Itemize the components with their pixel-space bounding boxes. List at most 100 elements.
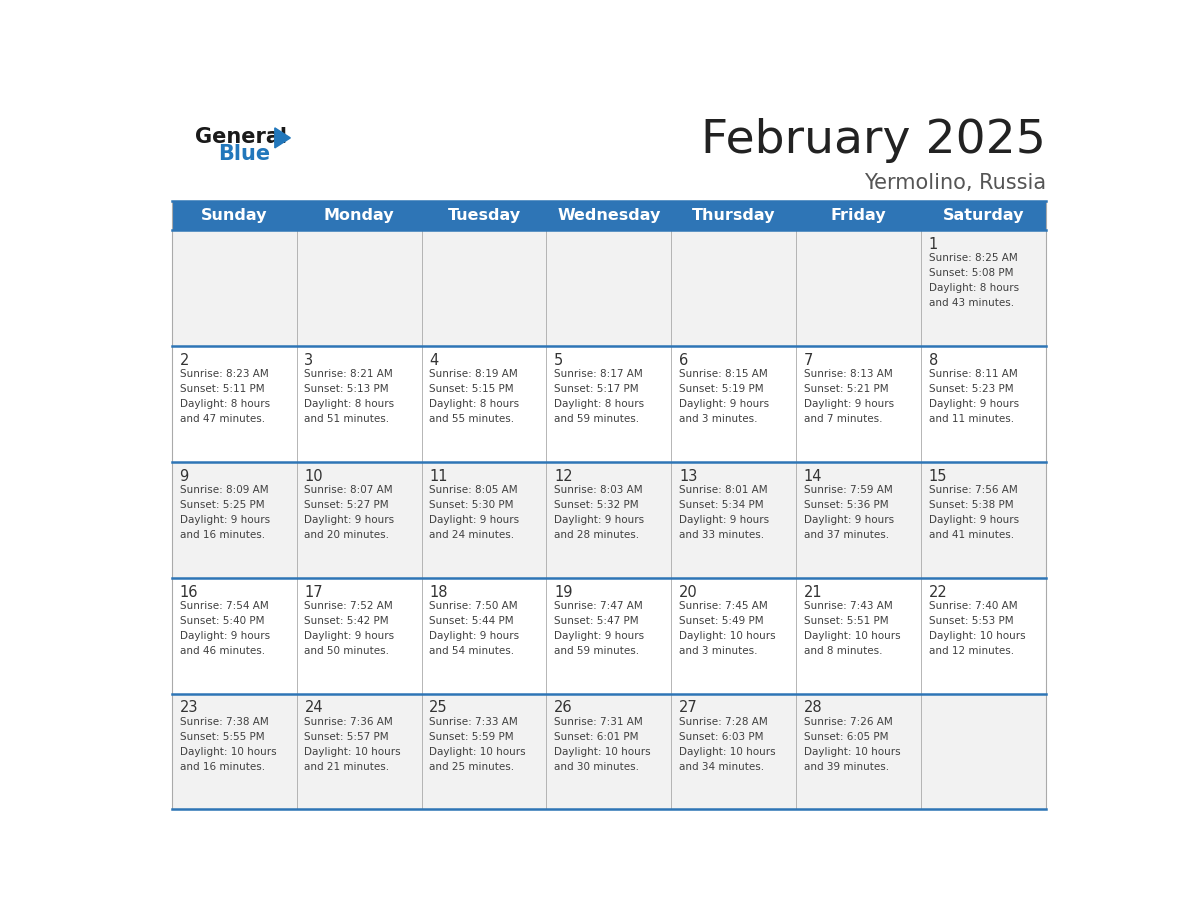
Text: 27: 27 [680, 700, 697, 715]
Text: and 16 minutes.: and 16 minutes. [179, 530, 265, 540]
Text: Sunrise: 8:15 AM: Sunrise: 8:15 AM [680, 369, 767, 379]
Text: and 20 minutes.: and 20 minutes. [304, 530, 390, 540]
Text: 12: 12 [554, 469, 573, 484]
Text: Daylight: 8 hours: Daylight: 8 hours [179, 399, 270, 409]
Text: 24: 24 [304, 700, 323, 715]
Text: and 3 minutes.: and 3 minutes. [680, 646, 758, 655]
Text: Daylight: 9 hours: Daylight: 9 hours [804, 515, 895, 525]
Text: Sunrise: 8:03 AM: Sunrise: 8:03 AM [554, 485, 643, 495]
Text: 13: 13 [680, 469, 697, 484]
Text: Sunrise: 8:17 AM: Sunrise: 8:17 AM [554, 369, 643, 379]
Text: Sunset: 5:36 PM: Sunset: 5:36 PM [804, 500, 889, 510]
Text: Daylight: 8 hours: Daylight: 8 hours [554, 399, 644, 409]
Text: Thursday: Thursday [691, 208, 776, 223]
Text: Sunrise: 7:38 AM: Sunrise: 7:38 AM [179, 717, 268, 727]
Text: Sunset: 5:51 PM: Sunset: 5:51 PM [804, 616, 889, 626]
Text: February 2025: February 2025 [701, 118, 1045, 162]
Text: Tuesday: Tuesday [448, 208, 520, 223]
Text: 4: 4 [429, 353, 438, 368]
Text: Sunrise: 7:33 AM: Sunrise: 7:33 AM [429, 717, 518, 727]
Text: Sunset: 5:55 PM: Sunset: 5:55 PM [179, 732, 264, 742]
Text: Sunset: 5:59 PM: Sunset: 5:59 PM [429, 732, 514, 742]
Text: Sunset: 6:03 PM: Sunset: 6:03 PM [680, 732, 764, 742]
Text: Sunset: 5:17 PM: Sunset: 5:17 PM [554, 385, 639, 394]
Text: 11: 11 [429, 469, 448, 484]
Text: and 16 minutes.: and 16 minutes. [179, 762, 265, 772]
Text: 8: 8 [929, 353, 939, 368]
Text: 23: 23 [179, 700, 198, 715]
Text: 1: 1 [929, 237, 939, 252]
Text: and 55 minutes.: and 55 minutes. [429, 414, 514, 424]
Text: Sunset: 5:40 PM: Sunset: 5:40 PM [179, 616, 264, 626]
Text: Sunset: 5:11 PM: Sunset: 5:11 PM [179, 385, 264, 394]
Text: and 30 minutes.: and 30 minutes. [554, 762, 639, 772]
Text: Sunrise: 7:45 AM: Sunrise: 7:45 AM [680, 600, 767, 610]
Text: 6: 6 [680, 353, 688, 368]
Text: and 54 minutes.: and 54 minutes. [429, 646, 514, 655]
Text: and 12 minutes.: and 12 minutes. [929, 646, 1013, 655]
Text: Sunrise: 7:52 AM: Sunrise: 7:52 AM [304, 600, 393, 610]
Text: Sunrise: 8:13 AM: Sunrise: 8:13 AM [804, 369, 892, 379]
Text: Daylight: 10 hours: Daylight: 10 hours [804, 746, 901, 756]
Text: Sunrise: 8:23 AM: Sunrise: 8:23 AM [179, 369, 268, 379]
Text: and 21 minutes.: and 21 minutes. [304, 762, 390, 772]
Bar [172, 346, 1045, 462]
Text: Sunrise: 8:07 AM: Sunrise: 8:07 AM [304, 485, 393, 495]
Text: Sunset: 5:30 PM: Sunset: 5:30 PM [429, 500, 513, 510]
Text: Sunset: 6:01 PM: Sunset: 6:01 PM [554, 732, 639, 742]
Text: Daylight: 9 hours: Daylight: 9 hours [179, 631, 270, 641]
Text: 10: 10 [304, 469, 323, 484]
Text: 14: 14 [804, 469, 822, 484]
Text: Sunset: 5:19 PM: Sunset: 5:19 PM [680, 385, 764, 394]
Text: Sunset: 5:44 PM: Sunset: 5:44 PM [429, 616, 514, 626]
Text: Daylight: 8 hours: Daylight: 8 hours [429, 399, 519, 409]
Text: 7: 7 [804, 353, 814, 368]
Text: Sunrise: 7:54 AM: Sunrise: 7:54 AM [179, 600, 268, 610]
Polygon shape [274, 128, 290, 148]
Text: and 37 minutes.: and 37 minutes. [804, 530, 889, 540]
Text: and 47 minutes.: and 47 minutes. [179, 414, 265, 424]
Text: and 59 minutes.: and 59 minutes. [554, 414, 639, 424]
Text: and 24 minutes.: and 24 minutes. [429, 530, 514, 540]
Text: Sunrise: 7:28 AM: Sunrise: 7:28 AM [680, 717, 767, 727]
Text: Daylight: 10 hours: Daylight: 10 hours [929, 631, 1025, 641]
Text: Daylight: 10 hours: Daylight: 10 hours [429, 746, 526, 756]
Text: 9: 9 [179, 469, 189, 484]
Text: and 34 minutes.: and 34 minutes. [680, 762, 764, 772]
Text: 21: 21 [804, 585, 822, 599]
Text: and 7 minutes.: and 7 minutes. [804, 414, 883, 424]
Text: Sunset: 5:21 PM: Sunset: 5:21 PM [804, 385, 889, 394]
Bar [172, 201, 1045, 230]
Text: Sunrise: 7:43 AM: Sunrise: 7:43 AM [804, 600, 892, 610]
Text: Sunset: 5:57 PM: Sunset: 5:57 PM [304, 732, 388, 742]
Text: and 51 minutes.: and 51 minutes. [304, 414, 390, 424]
Text: Sunrise: 7:56 AM: Sunrise: 7:56 AM [929, 485, 1018, 495]
Text: Sunrise: 8:09 AM: Sunrise: 8:09 AM [179, 485, 268, 495]
Text: Daylight: 8 hours: Daylight: 8 hours [929, 284, 1019, 294]
Text: 25: 25 [429, 700, 448, 715]
Text: and 33 minutes.: and 33 minutes. [680, 530, 764, 540]
Text: 26: 26 [554, 700, 573, 715]
Text: Sunday: Sunday [201, 208, 267, 223]
Text: Daylight: 9 hours: Daylight: 9 hours [429, 515, 519, 525]
Text: Sunset: 5:47 PM: Sunset: 5:47 PM [554, 616, 639, 626]
Text: Sunrise: 7:26 AM: Sunrise: 7:26 AM [804, 717, 892, 727]
Text: Sunset: 6:05 PM: Sunset: 6:05 PM [804, 732, 889, 742]
Text: Sunrise: 7:31 AM: Sunrise: 7:31 AM [554, 717, 643, 727]
Text: Daylight: 10 hours: Daylight: 10 hours [680, 746, 776, 756]
Text: Daylight: 9 hours: Daylight: 9 hours [304, 631, 394, 641]
Text: Sunrise: 8:05 AM: Sunrise: 8:05 AM [429, 485, 518, 495]
Text: 2: 2 [179, 353, 189, 368]
Text: Daylight: 10 hours: Daylight: 10 hours [179, 746, 276, 756]
Text: Sunset: 5:34 PM: Sunset: 5:34 PM [680, 500, 764, 510]
Text: 19: 19 [554, 585, 573, 599]
Text: Sunset: 5:23 PM: Sunset: 5:23 PM [929, 385, 1013, 394]
Text: 28: 28 [804, 700, 822, 715]
Text: General: General [195, 127, 287, 147]
Text: and 46 minutes.: and 46 minutes. [179, 646, 265, 655]
Text: Daylight: 9 hours: Daylight: 9 hours [554, 631, 644, 641]
Text: and 50 minutes.: and 50 minutes. [304, 646, 390, 655]
Text: 5: 5 [554, 353, 563, 368]
Text: Daylight: 9 hours: Daylight: 9 hours [929, 399, 1019, 409]
Text: Sunrise: 7:36 AM: Sunrise: 7:36 AM [304, 717, 393, 727]
